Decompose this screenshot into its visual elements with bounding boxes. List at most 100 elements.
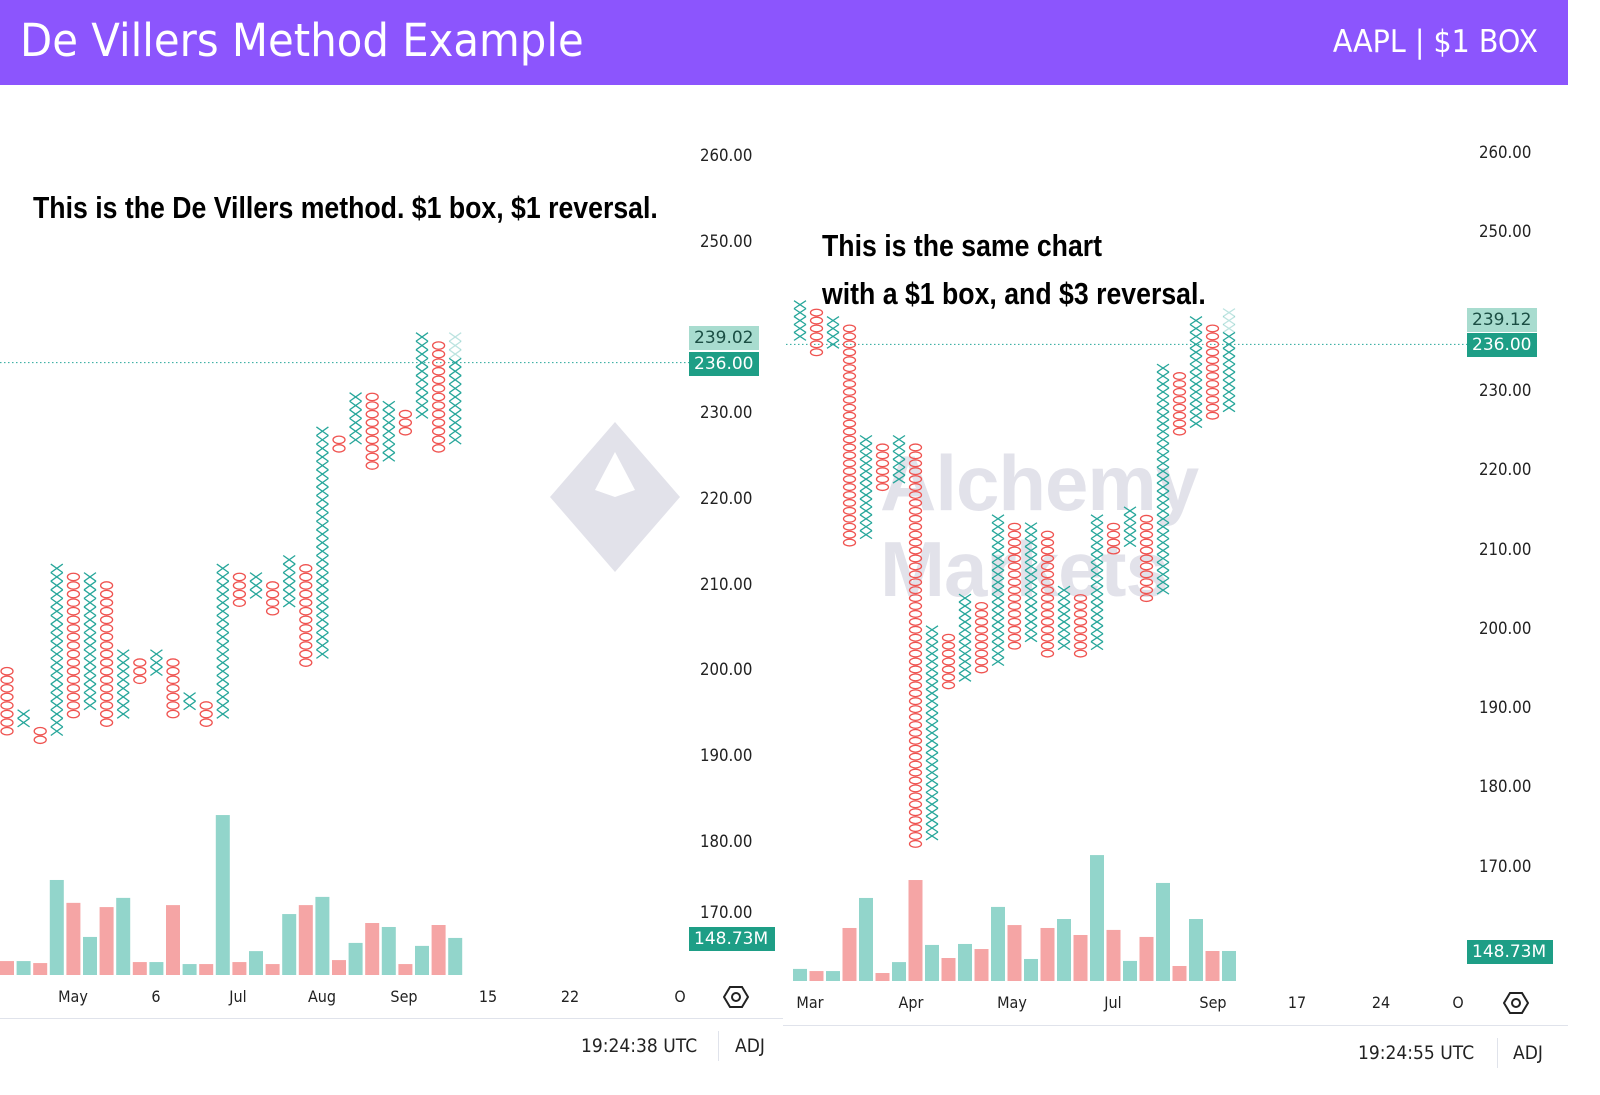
o-column <box>232 572 247 607</box>
o-box <box>1073 633 1088 642</box>
right-settings-gear-icon[interactable] <box>1502 990 1530 1016</box>
x-box <box>415 383 429 394</box>
x-box <box>925 720 939 730</box>
o-column <box>133 658 147 685</box>
x-box <box>1057 625 1071 635</box>
o-box <box>908 673 923 682</box>
o-box <box>908 752 923 761</box>
volume-bar <box>365 923 380 975</box>
x-box <box>859 530 873 540</box>
x-box <box>958 672 972 682</box>
o-box <box>908 522 923 531</box>
x-box <box>216 580 230 591</box>
x-box <box>448 375 462 385</box>
x-box <box>1057 593 1071 603</box>
x-box <box>415 349 429 359</box>
x-box <box>1156 403 1170 413</box>
x-box <box>50 640 64 651</box>
o-box <box>1040 570 1055 579</box>
o-box <box>1073 649 1088 658</box>
left-settings-gear-icon[interactable] <box>722 984 750 1010</box>
x-box <box>415 340 429 351</box>
x-box <box>282 580 296 591</box>
x-box <box>1189 331 1203 341</box>
o-box <box>332 444 346 453</box>
o-box <box>99 606 114 616</box>
o-box <box>842 403 857 412</box>
o-box <box>66 684 81 693</box>
right-volume-tag: 148.73M <box>1467 940 1553 964</box>
x-box <box>1156 474 1170 484</box>
o-column <box>431 341 446 453</box>
volume-bar <box>1139 936 1154 981</box>
o-box <box>908 617 923 626</box>
x-box <box>958 601 972 611</box>
x-box <box>859 522 873 532</box>
x-box <box>216 683 230 694</box>
x-box <box>316 477 329 488</box>
o-box <box>1205 411 1220 420</box>
o-box <box>908 586 923 595</box>
volume-bar <box>232 962 247 975</box>
right-adj-button[interactable]: ADJ <box>1513 1042 1543 1064</box>
right-chart[interactable] <box>786 300 1467 981</box>
x-box <box>1156 442 1170 452</box>
o-box <box>908 649 923 658</box>
x-box <box>925 641 939 651</box>
o-box <box>908 594 923 603</box>
o-box <box>875 475 890 484</box>
o-box <box>908 744 923 753</box>
o-box <box>299 564 313 573</box>
x-box <box>249 589 263 599</box>
x-box <box>991 593 1005 603</box>
o-box <box>365 426 379 436</box>
x-box <box>1156 387 1170 397</box>
o-box <box>299 598 313 607</box>
x-box <box>793 308 807 318</box>
o-box <box>1040 601 1055 611</box>
x-box <box>50 572 64 582</box>
x-box <box>991 641 1005 651</box>
volume-bar <box>941 957 956 981</box>
x-column <box>249 572 263 599</box>
x-box <box>316 614 329 625</box>
o-box <box>1040 633 1055 642</box>
o-box <box>299 615 313 625</box>
volume-bar <box>16 961 31 975</box>
x-box <box>1156 490 1170 500</box>
x-box <box>316 537 329 548</box>
o-box <box>1139 578 1154 587</box>
x-box <box>83 692 97 702</box>
o-box <box>431 426 446 436</box>
o-box <box>908 831 923 840</box>
x-box <box>316 572 329 582</box>
x-box <box>1090 553 1104 563</box>
o-box <box>66 581 81 590</box>
left-chart[interactable] <box>0 332 690 975</box>
o-column <box>66 572 81 719</box>
x-box <box>958 657 972 667</box>
x-box <box>958 593 972 603</box>
x-box <box>925 815 939 825</box>
x-box <box>1024 593 1038 603</box>
x-box <box>316 546 329 557</box>
x-box <box>1090 530 1104 540</box>
o-box <box>842 506 857 515</box>
volume-bar <box>282 914 297 975</box>
x-box <box>1189 355 1203 365</box>
o-box <box>0 726 14 736</box>
y-axis-tick: 200.00 <box>1479 618 1532 639</box>
right-note-line1: This is the same chart <box>822 228 1103 263</box>
x-box <box>925 823 939 833</box>
left-adj-button[interactable]: ADJ <box>735 1035 765 1057</box>
o-box <box>908 736 923 745</box>
o-box <box>365 444 379 453</box>
o-box <box>166 701 180 710</box>
o-box <box>941 681 956 690</box>
o-box <box>1040 578 1055 587</box>
left-volume-tag: 148.73M <box>689 927 775 951</box>
o-box <box>166 658 180 667</box>
x-box <box>116 692 130 702</box>
x-column <box>415 332 429 419</box>
